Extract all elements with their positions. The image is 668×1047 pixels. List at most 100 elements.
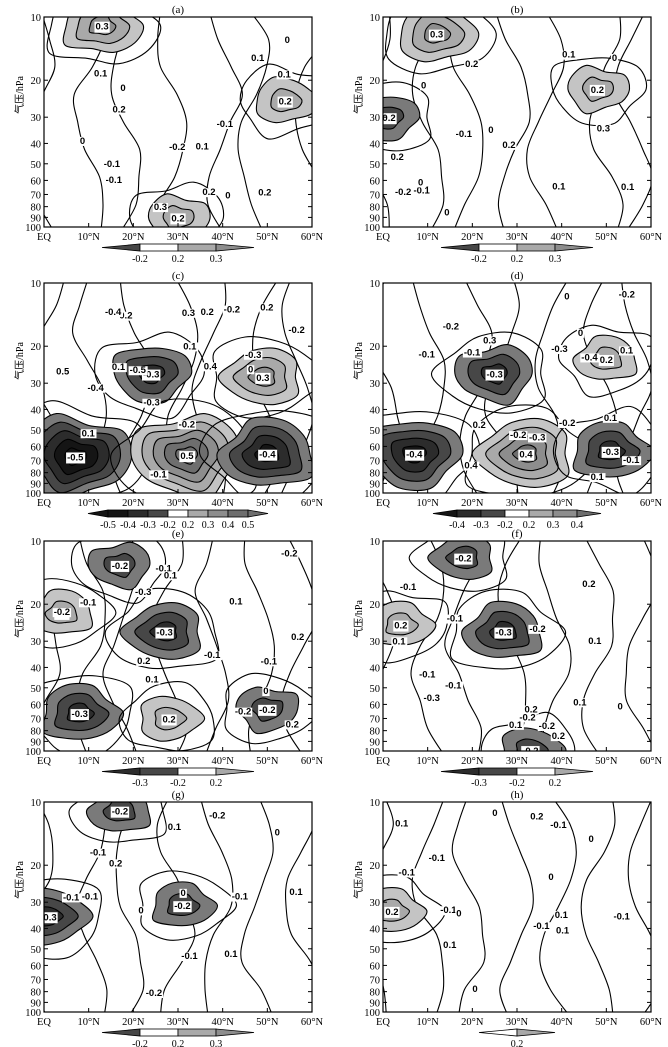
- x-tick-label: EQ: [37, 498, 51, 509]
- contour-line: [224, 672, 312, 745]
- colorbar-label: 0.4: [222, 520, 235, 531]
- x-tick-label: 30°N: [506, 232, 529, 243]
- contour-value-label: 0.2: [137, 656, 150, 667]
- contour-value-label: 0.1: [588, 636, 602, 647]
- y-tick-label: 70: [370, 190, 381, 201]
- contour-value-label: -0.4: [87, 383, 104, 394]
- y-tick-label: 60: [31, 700, 42, 711]
- colorbar-label: -0.3: [140, 520, 156, 531]
- x-tick-label: 40°N: [212, 498, 235, 509]
- feature-label: 0.2: [600, 355, 613, 366]
- contour-value-label: 0.3: [154, 202, 167, 213]
- colorbar-label: 0.3: [547, 520, 560, 531]
- contour-value-label: 0.1: [278, 69, 292, 80]
- contour-value-label: -0.1: [456, 129, 473, 140]
- colorbar-label: -0.3: [471, 778, 487, 789]
- feature-label: -0.3: [603, 447, 619, 458]
- contour-line: [44, 578, 117, 649]
- contour-value-label: 0.2: [502, 140, 515, 151]
- x-tick-label: 10°N: [78, 1017, 101, 1028]
- contour-line: [550, 57, 648, 127]
- contour-value-label: -0.1: [82, 892, 99, 903]
- feature-label: -0.2: [522, 746, 538, 757]
- x-tick-label: 50°N: [256, 232, 279, 243]
- contour-value-label: -0.1: [217, 119, 234, 130]
- contour-value-label: -0.3: [143, 398, 159, 409]
- contour-value-label: 0: [456, 909, 461, 920]
- colorbar-arrow: [440, 767, 480, 776]
- y-tick-label: 70: [31, 190, 42, 201]
- x-tick-label: EQ: [376, 1017, 390, 1028]
- contour-value-label: 0.1: [443, 940, 457, 951]
- colorbar-cell: [504, 509, 530, 518]
- contour-line: [496, 17, 531, 227]
- x-tick-label: 20°N: [122, 756, 145, 767]
- contour-value-label: -0.1: [613, 911, 630, 922]
- colorbar-arrow: [101, 1028, 141, 1037]
- contour-value-label: -0.1: [429, 853, 446, 864]
- y-tick-label: 60: [370, 700, 381, 711]
- y-tick-label: 90: [31, 479, 42, 490]
- y-tick-label: 100: [364, 223, 380, 234]
- colorbar-label: 0.2: [172, 1039, 185, 1047]
- y-tick-label: 60: [370, 961, 381, 972]
- feature-label: -0.4: [259, 450, 276, 461]
- y-axis-label: 气压/hPa: [352, 342, 365, 380]
- contour-line: [384, 17, 497, 75]
- x-tick-label: 50°N: [256, 498, 279, 509]
- contour-line: [624, 541, 651, 744]
- contour-value-label: -0.1: [419, 670, 436, 681]
- y-tick-label: 70: [31, 714, 42, 725]
- y-tick-label: 100: [25, 223, 41, 234]
- contour-value-label: 0.5: [56, 366, 70, 377]
- contour-value-label: -0.1: [400, 582, 417, 593]
- y-tick-label: 30: [31, 379, 42, 390]
- y-tick-label: 50: [370, 684, 381, 695]
- contour-value-label: -0.1: [419, 350, 436, 361]
- y-tick-label: 30: [31, 898, 42, 909]
- contour-value-label: 0.2: [473, 420, 486, 431]
- y-tick-label: 50: [31, 160, 42, 171]
- colorbar-label: -0.4: [449, 520, 465, 531]
- colorbar: -0.4 -0.3 -0.2 0.2 0.3 0.4: [432, 509, 602, 531]
- y-tick-label: 50: [31, 945, 42, 956]
- colorbar-cell: [478, 767, 518, 776]
- contour-value-label: 0: [578, 328, 583, 339]
- contour-value-label: -0.2: [510, 430, 526, 441]
- colorbar: -0.3 -0.2 0.2: [440, 767, 594, 789]
- colorbar-arrow: [215, 1028, 255, 1037]
- contour-value-label: -0.1: [106, 175, 123, 186]
- contour-value-label: 0: [617, 701, 622, 712]
- contour-value-label: -0.1: [447, 614, 464, 625]
- y-tick-label: 80: [370, 727, 381, 738]
- contour-value-label: -0.1: [413, 185, 430, 196]
- contour-value-label: -0.3: [551, 344, 567, 355]
- y-tick-label: 20: [370, 76, 381, 87]
- colorbar-arrow: [554, 767, 594, 776]
- y-tick-label: 20: [370, 342, 381, 353]
- contour-value-label: -0.2: [559, 418, 575, 429]
- y-tick-label: 90: [370, 998, 381, 1009]
- colorbar-cell: [456, 509, 482, 518]
- contour-line: [552, 405, 651, 493]
- contour-line: [451, 802, 486, 1012]
- x-tick-label: 30°N: [506, 498, 529, 509]
- colorbar-label: -0.2: [132, 254, 148, 265]
- y-tick-label: 90: [370, 479, 381, 490]
- contour-line: [212, 336, 312, 419]
- panel-h: (h)0.20-0.10.10-0.10.20.1-0.100-0.1-0.10…: [352, 789, 663, 1047]
- contour-line: [430, 331, 546, 414]
- contour-line: [118, 681, 215, 751]
- colorbar-label: -0.2: [160, 520, 176, 531]
- feature-label: -0.2: [379, 113, 395, 124]
- colorbar-cell: [177, 243, 217, 252]
- contour-value-label: 0: [588, 834, 593, 845]
- contour-value-label: -0.2: [169, 142, 185, 153]
- y-axis-label: 气压/hPa: [352, 600, 365, 638]
- colorbar-arrow: [101, 243, 141, 252]
- y-tick-label: 50: [31, 684, 42, 695]
- colorbar-cell: [227, 509, 249, 518]
- colorbar-cell: [177, 767, 217, 776]
- colorbar-label: -0.3: [473, 520, 489, 531]
- contour-value-label: 0.1: [555, 910, 569, 921]
